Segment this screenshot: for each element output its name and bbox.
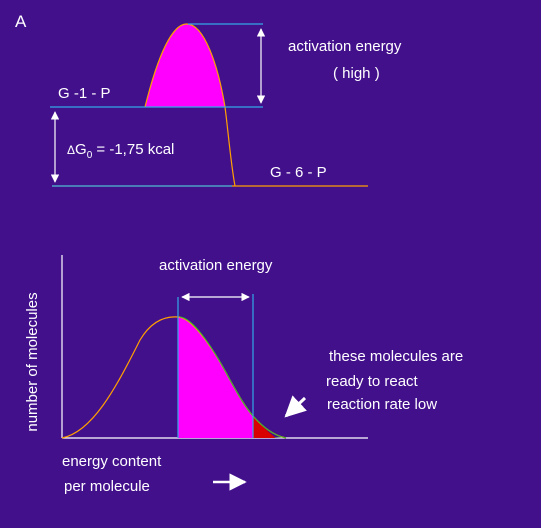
top-activation-energy-qualifier: ( high ) [333,65,380,82]
annotation-line-1: these molecules are [329,348,464,365]
delta-g-label: ΔG0 = -1,75 kcal [67,141,174,165]
delta-g-value: = -1,75 kcal [96,141,175,158]
molecules-above-mean-fill [178,317,253,438]
x-axis-label-line2: per molecule [64,478,150,495]
y-axis-label: number of molecules [24,292,41,432]
annotation-line-3: reaction rate low [327,396,438,413]
pointer-arrow [284,395,307,418]
distribution-curve-green-edge [179,316,287,439]
delta-g-subscript: 0 [86,150,93,161]
delta-g-symbol: G [75,141,87,158]
x-axis-label-line1: energy content [62,453,162,470]
initial-state-label: G -1 - P [58,85,111,102]
curve-tail-fill [274,437,286,438]
activation-barrier-fill [145,23,225,107]
panel-label: A [15,12,27,31]
energy-profile-curve [144,23,236,187]
reacting-molecules-fill [253,416,276,438]
final-state-label: G - 6 - P [270,164,327,181]
top-activation-energy-label: activation energy [288,38,402,55]
delta-symbol: Δ [67,143,76,157]
bottom-activation-energy-label: activation energy [159,257,273,274]
annotation-line-2: ready to react [326,373,418,390]
